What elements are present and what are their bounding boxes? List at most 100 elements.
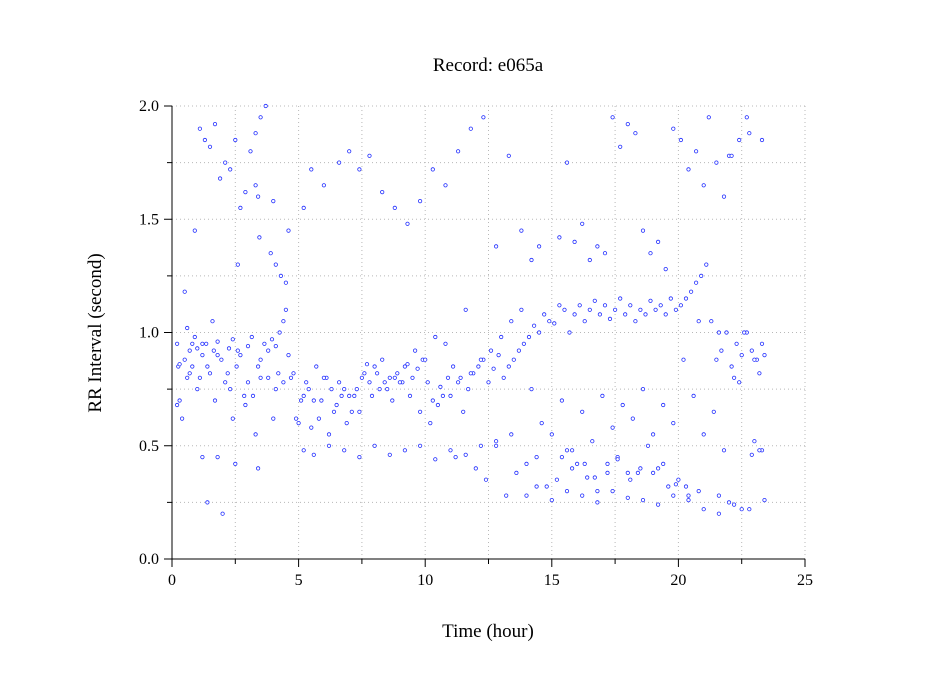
data-point	[681, 357, 686, 362]
data-point	[258, 375, 263, 380]
data-point	[453, 454, 458, 460]
data-point	[243, 402, 248, 408]
data-point	[215, 454, 220, 460]
data-point	[296, 420, 301, 426]
data-point	[380, 357, 385, 362]
data-point	[354, 386, 359, 392]
data-point	[625, 495, 630, 500]
data-point	[347, 393, 352, 398]
x-axis-label: Time (hour)	[442, 621, 534, 642]
data-point	[195, 346, 200, 351]
data-point	[478, 443, 483, 448]
data-point	[245, 380, 251, 385]
data-point	[491, 366, 496, 371]
data-point	[615, 457, 620, 462]
data-point	[200, 454, 205, 460]
data-point	[392, 205, 397, 210]
data-point	[412, 348, 418, 353]
data-point	[673, 307, 679, 312]
data-point	[610, 115, 615, 120]
data-point	[628, 303, 633, 308]
data-point	[671, 493, 676, 498]
y-tick-label: 1.5	[139, 211, 159, 228]
data-point	[742, 330, 747, 335]
data-point	[242, 393, 247, 398]
data-point	[372, 443, 377, 448]
data-point	[536, 244, 542, 249]
data-point	[628, 477, 633, 482]
data-point	[197, 375, 202, 380]
data-point	[230, 416, 235, 421]
data-point	[314, 364, 319, 369]
data-point	[620, 402, 625, 408]
data-point	[255, 364, 261, 369]
data-point	[367, 153, 372, 158]
data-point	[187, 371, 192, 376]
data-point	[245, 343, 251, 349]
data-point	[273, 343, 278, 349]
data-point	[547, 319, 552, 324]
data-point	[747, 507, 752, 512]
data-point	[175, 402, 180, 408]
data-point	[658, 303, 663, 308]
data-point	[623, 312, 628, 317]
data-point	[721, 194, 727, 199]
data-point	[316, 416, 321, 421]
data-point	[549, 497, 554, 503]
data-point	[542, 312, 547, 317]
data-point	[625, 470, 630, 475]
data-point	[291, 371, 296, 376]
data-point	[731, 375, 737, 380]
data-point	[683, 296, 689, 301]
data-point	[752, 439, 757, 444]
data-point	[415, 366, 420, 371]
data-point	[473, 466, 478, 471]
data-point	[564, 488, 570, 494]
data-point	[567, 330, 572, 335]
data-point	[595, 244, 600, 249]
data-point	[704, 262, 709, 267]
data-point	[729, 364, 734, 369]
data-point	[666, 484, 671, 489]
data-point	[273, 386, 278, 392]
data-point	[177, 362, 182, 367]
data-point	[661, 402, 666, 408]
data-point	[625, 122, 630, 127]
x-axis-ticks: 0 5 10 15 20 25	[168, 559, 813, 589]
data-point	[334, 402, 339, 408]
data-point	[271, 416, 276, 421]
data-point	[587, 307, 592, 312]
data-point	[443, 183, 448, 188]
data-point	[762, 497, 767, 503]
data-point	[218, 176, 223, 181]
data-point	[450, 364, 456, 369]
data-point	[185, 325, 190, 331]
data-point	[228, 167, 233, 172]
data-point	[524, 461, 529, 466]
data-point	[749, 452, 754, 457]
data-point	[238, 352, 243, 358]
data-point	[205, 500, 210, 505]
data-point	[493, 439, 499, 444]
y-tick-label: 0.0	[139, 551, 159, 568]
data-point	[461, 409, 466, 414]
data-point	[585, 475, 590, 480]
data-point	[737, 137, 742, 143]
data-point	[466, 386, 471, 392]
data-point	[387, 375, 392, 380]
data-point	[714, 160, 719, 165]
data-point	[234, 364, 239, 369]
data-point	[633, 131, 638, 136]
data-point	[372, 364, 377, 369]
data-point	[706, 115, 711, 120]
data-point	[701, 432, 706, 437]
data-point	[655, 502, 661, 507]
data-point	[301, 393, 306, 398]
data-point	[643, 312, 648, 317]
data-point	[716, 493, 722, 498]
data-point	[255, 466, 261, 471]
data-point	[509, 319, 514, 324]
data-point	[215, 339, 220, 344]
data-point	[696, 319, 701, 324]
data-point	[286, 228, 291, 233]
